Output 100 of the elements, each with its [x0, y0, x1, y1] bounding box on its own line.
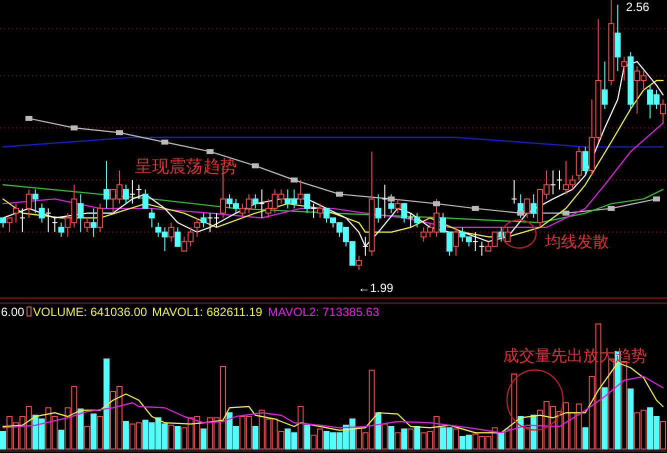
candlestick [414, 212, 420, 228]
bar [530, 414, 537, 450]
candlestick [90, 208, 97, 238]
candlestick [660, 98, 666, 124]
candlestick [6, 217, 12, 233]
candlestick [368, 151, 375, 256]
bar [401, 428, 408, 450]
bar [0, 431, 6, 450]
point [70, 125, 78, 130]
candlestick [200, 212, 207, 228]
point [161, 140, 168, 145]
candlestick [32, 188, 38, 214]
text: MAVOL1: 682611.19 [152, 305, 263, 319]
candlestick [38, 203, 45, 224]
candlestick [58, 222, 64, 238]
candlestick [576, 146, 582, 180]
candlestick [524, 198, 530, 218]
candlestick [129, 180, 136, 204]
bar [90, 414, 97, 450]
candlestick [375, 194, 382, 224]
candlestick [452, 226, 459, 256]
candlestick [84, 217, 90, 233]
bar [602, 387, 608, 450]
bar [408, 428, 414, 450]
point [472, 206, 479, 211]
candlestick [174, 226, 181, 247]
candlestick [104, 160, 110, 209]
candlestick [511, 180, 518, 204]
text: 6.00 [1, 305, 25, 319]
candlestick [310, 203, 317, 218]
candlestick [614, 4, 621, 72]
candlestick [26, 188, 32, 218]
candlestick [382, 184, 388, 218]
bar [97, 416, 104, 450]
candlestick [602, 61, 608, 110]
candlestick [52, 217, 58, 233]
candlestick [356, 255, 362, 270]
candlestick [258, 188, 265, 218]
candlestick [408, 212, 414, 228]
candlestick [394, 198, 401, 214]
candlestick [19, 208, 26, 233]
bar [628, 388, 634, 450]
bar [660, 421, 666, 450]
bar [304, 424, 310, 450]
bar [78, 408, 84, 450]
candlestick [298, 180, 304, 204]
bar [252, 426, 258, 450]
candlestick [78, 194, 84, 233]
bar [524, 427, 530, 450]
bar [452, 428, 459, 450]
candlestick [97, 203, 104, 233]
point [517, 210, 524, 216]
candlestick [304, 194, 310, 214]
candlestick [148, 208, 155, 228]
bar [174, 426, 181, 450]
candlestick [252, 194, 258, 209]
candlestick [136, 184, 142, 200]
point [653, 196, 660, 202]
bar [388, 426, 394, 450]
bar [582, 427, 588, 450]
point [562, 210, 570, 216]
point [116, 130, 123, 136]
candlestick [45, 208, 52, 233]
bar [375, 412, 382, 450]
candlestick [550, 170, 556, 195]
bar [58, 430, 64, 450]
candlestick [122, 184, 129, 204]
candlestick [530, 194, 537, 218]
bar [104, 358, 110, 450]
point [252, 163, 259, 168]
bar [168, 424, 174, 450]
candlestick [401, 203, 408, 224]
point [336, 192, 343, 197]
bar [122, 421, 129, 450]
point [433, 201, 440, 206]
candlestick [0, 217, 6, 228]
candlestick [628, 52, 634, 110]
text: MAVOL2: 713385.63 [268, 305, 380, 319]
annotation: 均线发散 [544, 233, 609, 251]
candlestick [317, 203, 324, 218]
legend-label: VOLUME: 641036.00 [33, 305, 148, 319]
candlestick [608, 0, 614, 86]
text: ←1.99 [358, 281, 394, 295]
candlestick [194, 217, 200, 238]
annotation: 呈现震荡趋势 [135, 157, 237, 176]
candlestick [12, 203, 19, 224]
bar [382, 424, 388, 450]
point [206, 149, 214, 154]
candlestick [168, 222, 174, 242]
annotation: 2.56 [626, 0, 650, 14]
bar [200, 428, 207, 450]
bar [394, 432, 401, 450]
bar [414, 426, 420, 450]
candlestick [556, 170, 562, 190]
candlestick [621, 56, 628, 82]
bar [298, 406, 304, 450]
point [25, 116, 32, 121]
point [388, 196, 395, 202]
point [608, 206, 615, 211]
bar [84, 426, 90, 450]
